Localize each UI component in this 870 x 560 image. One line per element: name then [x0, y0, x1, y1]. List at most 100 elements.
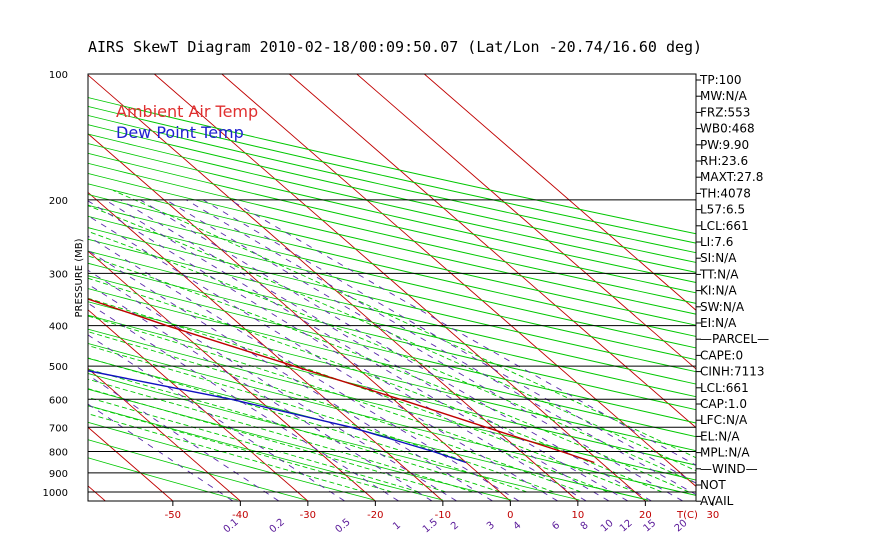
mixing-ratio-line [139, 199, 652, 501]
stats-item: MW:N/A [700, 89, 748, 103]
moist-adiabat-line [88, 413, 366, 493]
dry-adiabat-line [88, 404, 443, 501]
dry-adiabat-line [88, 183, 696, 326]
stats-item: CINH:7113 [700, 365, 765, 379]
dry-adiabat-line [88, 421, 375, 501]
mixing-ratio-label: 12 [618, 518, 635, 535]
mixing-ratio-label: 8 [579, 520, 591, 533]
dry-adiabat-line [88, 152, 696, 294]
mixing-ratio-line [229, 199, 696, 466]
ambient-air-temp-line [88, 298, 595, 464]
stats-item: —WIND— [700, 462, 758, 476]
mixing-ratio-line [104, 199, 610, 501]
dry-adiabat-line [88, 301, 696, 452]
stats-item: PW:9.90 [700, 138, 749, 152]
chart-title: AIRS SkewT Diagram 2010-02-18/00:09:50.0… [88, 38, 702, 56]
mixing-ratio-label: 3 [485, 520, 497, 533]
legend-ambient-air-temp: Ambient Air Temp [116, 102, 258, 121]
mixing-ratio-line [88, 334, 345, 501]
dry-adiabat-line [88, 373, 580, 501]
mixing-ratio-label: 2 [449, 520, 461, 533]
isotherm-line [289, 74, 696, 429]
mixing-ratio-line [88, 249, 493, 501]
pressure-tick-label: 300 [49, 269, 68, 280]
dry-adiabat-line [88, 262, 696, 411]
mixing-ratio-line [88, 403, 233, 501]
temp-tick-label-bottom: 30 [706, 510, 719, 521]
pressure-tick-label: 700 [49, 423, 68, 434]
pressure-tick-label: 1000 [43, 488, 68, 499]
stats-item: KI:N/A [700, 284, 737, 298]
pressure-tick-label: 100 [49, 70, 68, 81]
legend-dew-point-temp: Dew Point Temp [116, 123, 244, 142]
stats-item: NOT [700, 478, 726, 492]
mixing-ratio-label: 10 [599, 518, 616, 535]
dry-adiabat-line [88, 124, 696, 263]
plot-border [87, 73, 697, 502]
dry-adiabat-line [88, 215, 696, 361]
mixing-ratio-line [185, 199, 696, 496]
stats-item: SI:N/A [700, 251, 737, 265]
stats-item: CAP:1.0 [700, 397, 747, 411]
pressure-tick-label: 600 [49, 395, 68, 406]
stats-item: AVAIL [700, 494, 734, 508]
stats-item: LCL:661 [700, 219, 749, 233]
y-axis-label: PRESSURE (MB) [74, 238, 85, 317]
isotherm-line [88, 426, 174, 501]
thermo-background [88, 74, 696, 501]
mixing-ratio-line [88, 235, 520, 501]
dry-adiabat-line [88, 105, 696, 244]
stats-item: CAPE:0 [700, 348, 743, 362]
isotherm-line [221, 74, 696, 487]
dry-adiabat-line [88, 143, 696, 283]
dry-adiabat-line [88, 193, 696, 337]
moist-adiabat-line [113, 190, 696, 459]
moist-adiabat-line [88, 388, 447, 493]
stats-item: LCL:661 [700, 381, 749, 395]
temp-tick-label-bottom: 10 [571, 510, 584, 521]
stats-item: —PARCEL— [700, 332, 769, 346]
stats-item: LI:7.6 [700, 235, 733, 249]
moist-adiabat-line [88, 345, 555, 493]
dew-point-temp-line [88, 370, 467, 464]
dry-adiabat-line [88, 250, 696, 398]
stats-item: TP:100 [699, 73, 742, 87]
dry-adiabat-line [88, 328, 696, 481]
mixing-ratio-label: 1 [391, 520, 403, 533]
moist-adiabat-line [88, 255, 690, 493]
dry-adiabat-line [88, 314, 696, 466]
mixing-ratio-label: 4 [511, 520, 523, 533]
isotherm-line [154, 74, 646, 501]
temp-tick-label-bottom: -20 [367, 510, 383, 521]
plot-area [88, 74, 696, 501]
stats-item: MPL:N/A [700, 446, 750, 460]
temp-tick-label-bottom: 0 [507, 510, 513, 521]
dry-adiabat-line [88, 288, 696, 438]
isotherm-line [356, 74, 696, 370]
dry-adiabat-line [88, 97, 696, 235]
pressure-tick-label: 900 [49, 469, 68, 480]
isotherm-line [88, 250, 376, 501]
dry-adiabat-line [88, 173, 696, 315]
stats-item: MAXT:27.8 [700, 170, 763, 184]
stats-item: TT:N/A [699, 267, 739, 281]
stats-item: WB0:468 [700, 122, 755, 136]
dry-adiabat-line [88, 388, 512, 501]
pressure-tick-label: 800 [49, 447, 68, 458]
pressure-tick-label: 400 [49, 322, 68, 333]
stats-item: LFC:N/A [700, 413, 748, 427]
dry-adiabat-line [88, 133, 696, 273]
stats-panel: TP:100 MW:N/A FRZ:553 WB0:468 PW:9.90 RH:23.6… [696, 73, 769, 508]
isotherm-line [88, 309, 309, 501]
dry-adiabat-line [88, 343, 696, 496]
stats-item: TH:4078 [699, 186, 751, 200]
dry-adiabat-line [88, 275, 696, 424]
temp-tick-label-bottom: -30 [300, 510, 316, 521]
pressure-tick-label: 500 [49, 362, 68, 373]
pressure-tick-label: 200 [49, 196, 68, 207]
temp-tick-label-bottom: -50 [165, 510, 181, 521]
stats-item: EL:N/A [700, 429, 740, 443]
mixing-ratio-line [165, 199, 683, 501]
isotherm-line [88, 367, 241, 501]
